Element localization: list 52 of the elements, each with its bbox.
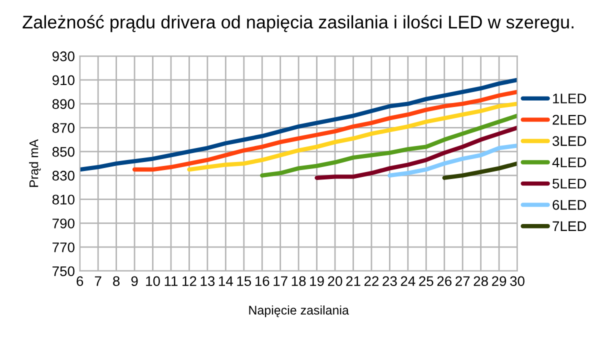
x-tick-label: 22 xyxy=(364,276,378,286)
x-tick-label: 23 xyxy=(382,276,397,286)
x-tick-label: 15 xyxy=(237,276,252,286)
y-tick-label: 810 xyxy=(52,194,74,205)
line-series xyxy=(314,126,518,180)
x-tick-label: 28 xyxy=(474,276,488,286)
legend-label: 7LED xyxy=(552,221,586,231)
x-tick-label: 13 xyxy=(200,276,215,286)
legend-label: 4LED xyxy=(552,158,586,168)
x-tick-label: 25 xyxy=(419,276,434,286)
legend-label: 6LED xyxy=(552,200,586,210)
y-tick-label: 750 xyxy=(52,266,74,276)
x-tick-label: 21 xyxy=(346,276,360,286)
x-tick-label: 26 xyxy=(437,276,452,286)
y-tick-label: 890 xyxy=(52,99,74,110)
x-tick-label: 12 xyxy=(182,276,196,286)
x-tick-label: 18 xyxy=(292,276,306,286)
line-series xyxy=(132,90,518,172)
x-tick-label: 6 xyxy=(76,276,84,286)
x-tick-label: 14 xyxy=(219,276,233,286)
legend-label: 1LED xyxy=(553,94,586,104)
y-tick-label: 870 xyxy=(52,123,74,133)
legend-label: 2LED xyxy=(552,114,586,125)
x-tick-label: 30 xyxy=(510,276,524,286)
line-series xyxy=(260,114,518,178)
line-series xyxy=(388,144,518,178)
y-tick-label: 930 xyxy=(52,51,74,62)
x-tick-label: 9 xyxy=(131,276,138,286)
x-tick-label: 8 xyxy=(113,276,120,286)
x-tick-label: 27 xyxy=(456,276,470,286)
y-axis-title: Prąd mA xyxy=(29,139,41,187)
y-tick-label: 830 xyxy=(52,170,74,181)
legend-label: 3LED xyxy=(552,136,586,146)
y-tick-label: 910 xyxy=(52,75,74,86)
line-series xyxy=(442,161,518,180)
y-tick-label: 850 xyxy=(52,146,74,157)
x-tick-label: 19 xyxy=(310,276,324,286)
x-tick-label: 29 xyxy=(492,276,506,286)
x-tick-label: 11 xyxy=(164,276,178,286)
x-tick-label: 17 xyxy=(274,276,288,286)
line-series xyxy=(187,102,518,172)
y-tick-label: 770 xyxy=(52,242,74,252)
x-axis-title: Napięcie zasilania xyxy=(249,305,349,318)
x-tick-label: 7 xyxy=(94,276,102,286)
x-tick-label: 20 xyxy=(328,276,342,286)
x-tick-label: 10 xyxy=(146,276,160,286)
x-tick-label: 24 xyxy=(400,276,416,286)
chart-title: Zależność prądu drivera od napięcia zasilania i ilości LED w szeregu. xyxy=(22,15,574,32)
line-series xyxy=(80,78,518,172)
y-tick-label: 790 xyxy=(52,218,74,228)
legend-label: 5LED xyxy=(552,178,586,189)
x-tick-label: 16 xyxy=(255,276,270,286)
